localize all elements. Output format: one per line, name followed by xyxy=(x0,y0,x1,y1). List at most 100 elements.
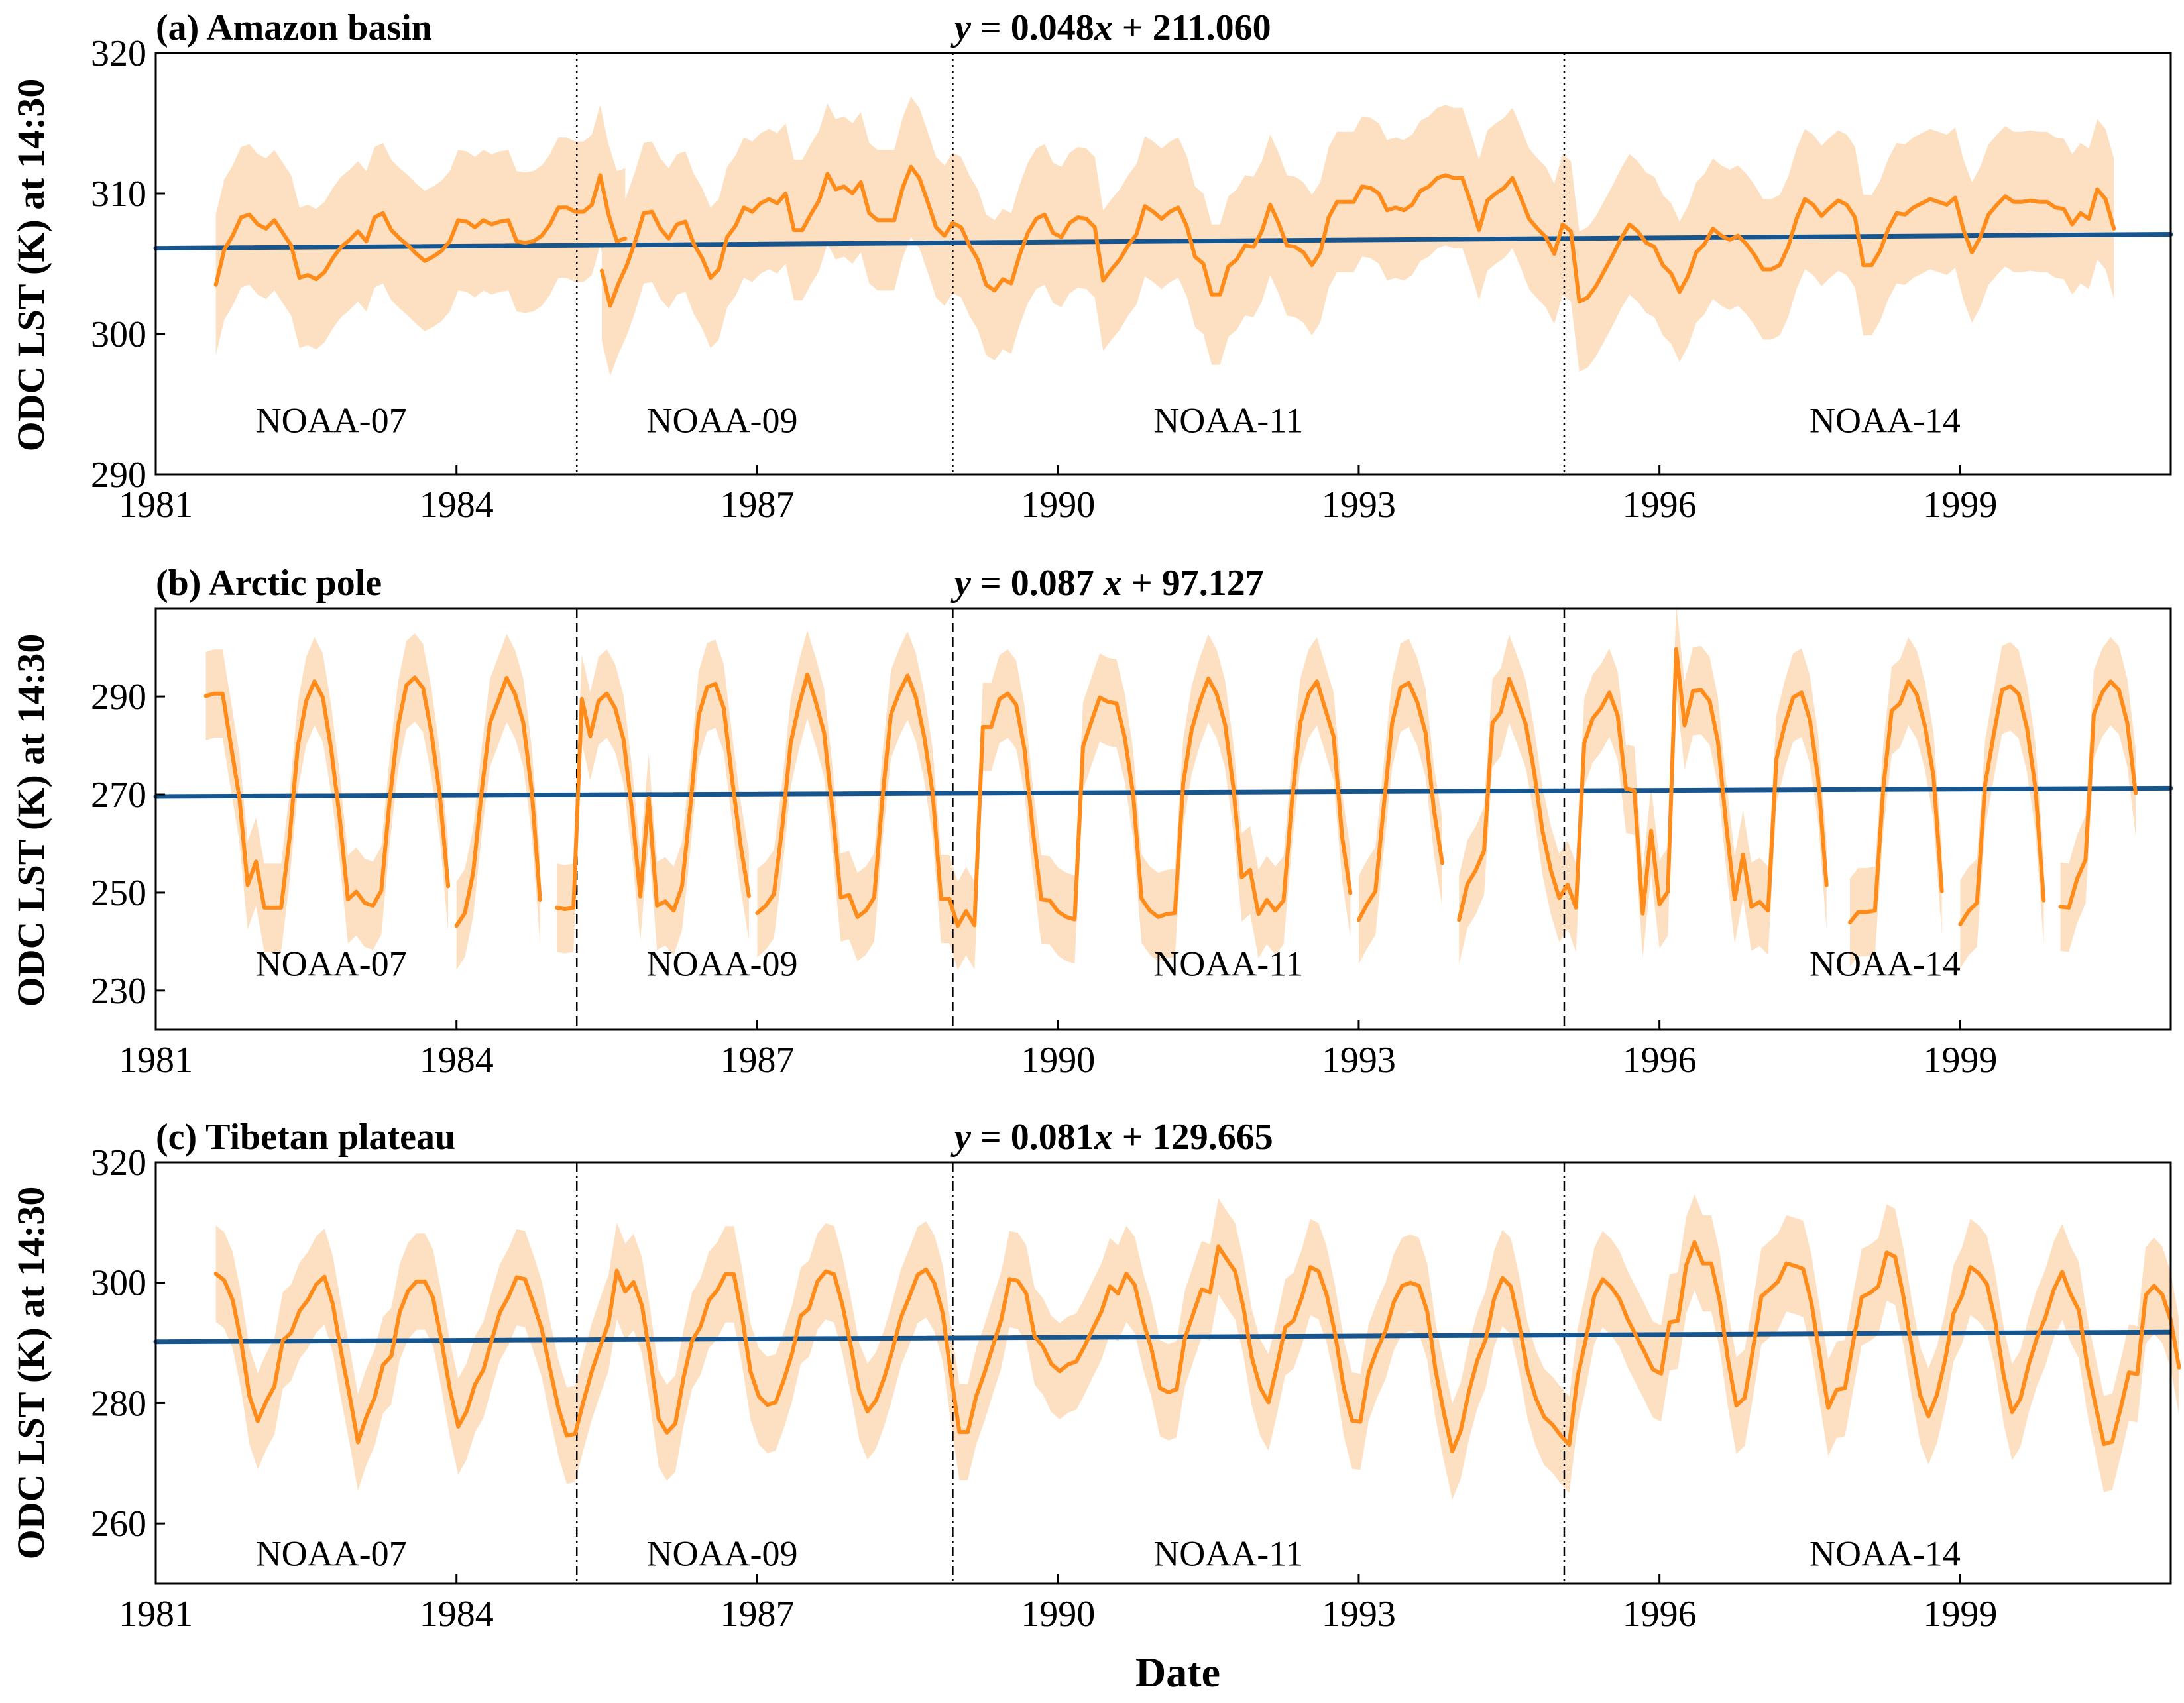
uncertainty-band-segment xyxy=(205,633,449,952)
y-axis-label-a: ODC LST (K) at 14:30 xyxy=(9,79,52,452)
plot-frame-a xyxy=(154,52,2172,476)
eq-prefix: y xyxy=(950,1117,972,1158)
x-tick-label: 1993 xyxy=(1322,1594,1396,1635)
x-tick-label: 1990 xyxy=(1021,1040,1095,1081)
satellite-labels-b: NOAA-07 NOAA-09 NOAA-11 NOAA-14 xyxy=(256,944,1961,984)
panel-c: 260 280 300 320 1981 1984 1987 1990 1993 1996 199… xyxy=(9,1117,2181,1635)
series-line-segment xyxy=(203,675,451,910)
x-tick-label: 1996 xyxy=(1623,484,1697,525)
y-tick-label: 230 xyxy=(91,971,146,1012)
series-line-b xyxy=(203,647,2138,928)
series-line-segment xyxy=(1958,684,2046,926)
plot-frame-b xyxy=(154,607,2172,1031)
satellite-dividers-c xyxy=(575,1162,1566,1584)
panel-title-b: (b) Arctic pole xyxy=(156,563,382,604)
x-tick-label: 1993 xyxy=(1322,1040,1396,1081)
trend-line-b xyxy=(153,785,2173,799)
satellite-label: NOAA-07 xyxy=(256,944,407,984)
panel-title-a: (a) Amazon basin xyxy=(156,7,432,48)
series-line-segment xyxy=(1848,679,1944,924)
x-axis-label: Date xyxy=(1135,1649,1220,1696)
eq-var: x xyxy=(1094,7,1113,48)
x-tick-label: 1987 xyxy=(720,1040,794,1081)
y-ticks-a: 290 300 310 320 xyxy=(91,33,165,496)
uncertainty-band-segment xyxy=(602,96,2114,376)
satellite-label: NOAA-14 xyxy=(1810,1534,1961,1574)
eq-prefix: y xyxy=(950,563,972,604)
x-tick-label: 1984 xyxy=(420,1594,494,1635)
satellite-label: NOAA-11 xyxy=(1153,1534,1303,1574)
y-tick-label: 250 xyxy=(91,873,146,914)
regression-equation-a: y = 0.048x + 211.060 xyxy=(950,7,1271,48)
y-ticks-c: 260 280 300 320 xyxy=(91,1142,165,1545)
y-ticks-b: 230 250 270 290 xyxy=(91,677,165,1012)
y-axis-label-c: ODC LST (K) at 14:30 xyxy=(9,1187,52,1560)
satellite-label: NOAA-14 xyxy=(1810,400,1961,440)
eq-suffix: + 211.060 xyxy=(1113,7,1271,48)
series-line-segment xyxy=(555,681,751,913)
uncertainty-band-segment xyxy=(557,639,749,955)
x-tick-label: 1999 xyxy=(1923,1594,1997,1635)
eq-text: = 0.081 xyxy=(971,1117,1094,1158)
series-line-segment xyxy=(755,672,1353,928)
satellite-label: NOAA-09 xyxy=(647,944,798,984)
regression-equation-b: y = 0.087 x + 97.127 xyxy=(950,563,1264,604)
plot-frame-c xyxy=(154,1161,2172,1585)
x-tick-label: 1996 xyxy=(1623,1594,1697,1635)
trend-line-a xyxy=(153,231,2173,251)
uncertainty-band-c xyxy=(215,1194,2179,1500)
trend-line xyxy=(153,231,2173,251)
eq-prefix: y xyxy=(950,7,972,48)
eq-suffix: + 97.127 xyxy=(1122,563,1264,604)
series-line-segment xyxy=(213,1240,2181,1454)
y-tick-label: 300 xyxy=(91,1263,146,1304)
x-tick-label: 1996 xyxy=(1623,1040,1697,1081)
series-line-a xyxy=(213,164,2116,308)
series-line-segment xyxy=(600,164,2116,308)
satellite-label: NOAA-09 xyxy=(647,400,798,440)
uncertainty-band-segment xyxy=(1960,642,2044,969)
satellite-label: NOAA-09 xyxy=(647,1534,798,1574)
eq-var: x xyxy=(1103,563,1122,604)
series-line-c xyxy=(213,1240,2181,1454)
series-line-segment xyxy=(2058,679,2138,910)
x-tick-label: 1990 xyxy=(1021,1594,1095,1635)
y-tick-label: 290 xyxy=(91,455,146,496)
y-tick-label: 320 xyxy=(91,1142,146,1183)
eq-var: x xyxy=(1094,1117,1113,1158)
panel-a: 290 300 310 320 1981 1984 1987 1990 1993 1996 199… xyxy=(9,7,2173,525)
satellite-labels-a: NOAA-07 NOAA-09 NOAA-11 NOAA-14 xyxy=(256,400,1961,440)
y-tick-label: 260 xyxy=(91,1504,146,1545)
y-tick-label: 280 xyxy=(91,1383,146,1424)
panel-title-c: (c) Tibetan plateau xyxy=(156,1117,455,1158)
uncertainty-band-segment xyxy=(1850,637,1942,967)
x-tick-label: 1981 xyxy=(119,1040,193,1081)
uncertainty-band-segment xyxy=(757,630,1351,970)
eq-text: = 0.048 xyxy=(971,7,1094,48)
y-tick-label: 270 xyxy=(91,775,146,816)
series-line-segment xyxy=(1356,681,1444,922)
satellite-label: NOAA-07 xyxy=(256,1534,407,1574)
x-tick-label: 1990 xyxy=(1021,484,1095,525)
x-tick-label: 1981 xyxy=(119,484,193,525)
uncertainty-band-segment xyxy=(456,633,540,970)
satellite-label: NOAA-11 xyxy=(1153,400,1303,440)
series-line-segment xyxy=(213,173,628,287)
y-tick-label: 320 xyxy=(91,33,146,74)
eq-text: = 0.087 xyxy=(971,563,1104,604)
satellite-labels-c: NOAA-07 NOAA-09 NOAA-11 NOAA-14 xyxy=(256,1534,1961,1574)
uncertainty-band-a xyxy=(215,96,2114,376)
x-tick-label: 1999 xyxy=(1923,1040,1997,1081)
x-tick-label: 1984 xyxy=(420,484,494,525)
satellite-label: NOAA-07 xyxy=(256,400,407,440)
x-ticks-a: 1981 1984 1987 1990 1993 1996 1999 xyxy=(119,465,1997,525)
eq-suffix: + 129.665 xyxy=(1113,1117,1273,1158)
series-line-segment xyxy=(1457,647,1829,922)
series-line-segment xyxy=(454,676,542,928)
uncertainty-band-segment xyxy=(215,105,626,355)
y-tick-label: 310 xyxy=(91,174,146,215)
x-tick-label: 1993 xyxy=(1322,484,1396,525)
trend-line xyxy=(153,785,2173,799)
x-ticks-b: 1981 1984 1987 1990 1993 1996 1999 xyxy=(119,1020,1997,1081)
